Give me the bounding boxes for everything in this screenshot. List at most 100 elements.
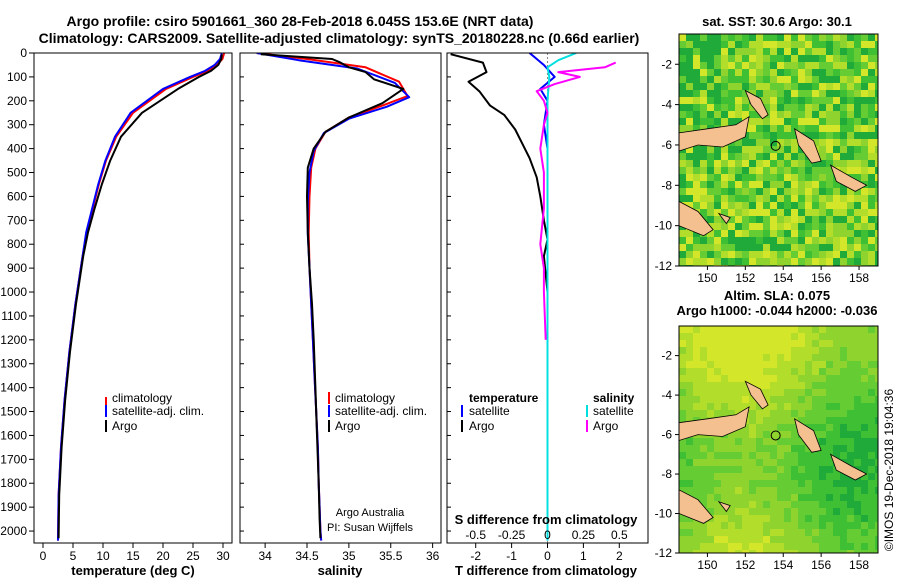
map-cell	[875, 382, 878, 389]
map-cell	[714, 536, 721, 543]
map-cell	[756, 174, 763, 181]
map-cell	[840, 480, 847, 487]
x-tick-label: 5	[70, 549, 77, 563]
map-cell	[721, 333, 728, 340]
map-cell	[756, 167, 763, 174]
map-cell	[742, 104, 749, 111]
map-cell	[833, 529, 840, 536]
map-cell	[679, 181, 686, 188]
map-cell	[770, 55, 777, 62]
map-cell	[812, 251, 819, 258]
map-cell	[854, 90, 861, 97]
map-cell	[840, 382, 847, 389]
map-cell	[770, 139, 777, 146]
map-cell	[833, 494, 840, 501]
map-cell	[693, 326, 700, 333]
map-cell	[742, 501, 749, 508]
map-cell	[770, 543, 777, 550]
map-cell	[763, 501, 770, 508]
map-cell	[735, 237, 742, 244]
map-cell	[749, 487, 756, 494]
map-cell	[721, 396, 728, 403]
map-cell	[728, 69, 735, 76]
map-cell	[875, 34, 878, 41]
map-cell	[686, 452, 693, 459]
map-cell	[693, 153, 700, 160]
map-cell	[798, 501, 805, 508]
map-cell	[847, 333, 854, 340]
map-cell	[777, 515, 784, 522]
map-cell	[812, 41, 819, 48]
map-cell	[805, 244, 812, 251]
map-cell	[798, 333, 805, 340]
map-cell	[875, 417, 878, 424]
map-cell	[693, 389, 700, 396]
map-cell	[777, 333, 784, 340]
map-cell	[742, 223, 749, 230]
map-cell	[819, 403, 826, 410]
map-cell	[861, 417, 868, 424]
map-cell	[721, 368, 728, 375]
map-cell	[854, 445, 861, 452]
map-cell	[735, 389, 742, 396]
map-cell	[693, 487, 700, 494]
map-cell	[679, 396, 686, 403]
map-cell	[826, 69, 833, 76]
map-cell	[791, 361, 798, 368]
map-cell	[679, 69, 686, 76]
map-cell	[742, 347, 749, 354]
map-cell	[707, 153, 714, 160]
map-cell	[721, 48, 728, 55]
map-cell	[833, 368, 840, 375]
map-cell	[735, 174, 742, 181]
map-cell	[693, 202, 700, 209]
map-cell	[770, 188, 777, 195]
map-cell	[770, 466, 777, 473]
map-cell	[784, 223, 791, 230]
map-cell	[847, 167, 854, 174]
map-cell	[728, 438, 735, 445]
map-cell	[854, 326, 861, 333]
map-cell	[700, 125, 707, 132]
map-cell	[707, 375, 714, 382]
map-cell	[777, 258, 784, 265]
map-cell	[749, 445, 756, 452]
map-cell	[854, 153, 861, 160]
map-cell	[875, 354, 878, 361]
map-cell	[763, 375, 770, 382]
map-cell	[679, 452, 686, 459]
map-cell	[798, 160, 805, 167]
map-cell	[770, 153, 777, 160]
map-cell	[861, 76, 868, 83]
map-cell	[728, 515, 735, 522]
map-cell	[875, 83, 878, 90]
map-cell	[686, 174, 693, 181]
map-cell	[798, 515, 805, 522]
depth-tick-label: 600	[7, 189, 27, 203]
map-cell	[721, 347, 728, 354]
map-cell	[770, 181, 777, 188]
map-cell	[700, 118, 707, 125]
map-cell	[861, 501, 868, 508]
map-cell	[742, 41, 749, 48]
map-cell	[721, 354, 728, 361]
map-cell	[805, 480, 812, 487]
map-cell	[728, 62, 735, 69]
map-cell	[728, 76, 735, 83]
map-cell	[840, 258, 847, 265]
map-cell	[700, 62, 707, 69]
sla-map-title-2: Argo h1000: -0.044 h2000: -0.036	[677, 303, 878, 318]
map-cell	[847, 258, 854, 265]
map-cell	[756, 48, 763, 55]
map-cell	[875, 69, 878, 76]
map-cell	[707, 118, 714, 125]
map-cell	[819, 508, 826, 515]
map-cell	[861, 216, 868, 223]
map-cell	[770, 529, 777, 536]
map-cell	[826, 361, 833, 368]
map-cell	[861, 459, 868, 466]
map-cell	[742, 167, 749, 174]
map-cell	[763, 368, 770, 375]
map-cell	[861, 97, 868, 104]
map-cell	[721, 104, 728, 111]
